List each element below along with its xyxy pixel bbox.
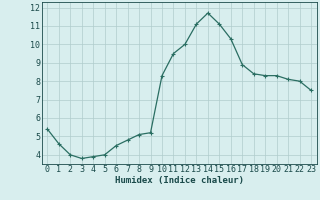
X-axis label: Humidex (Indice chaleur): Humidex (Indice chaleur) [115, 176, 244, 185]
